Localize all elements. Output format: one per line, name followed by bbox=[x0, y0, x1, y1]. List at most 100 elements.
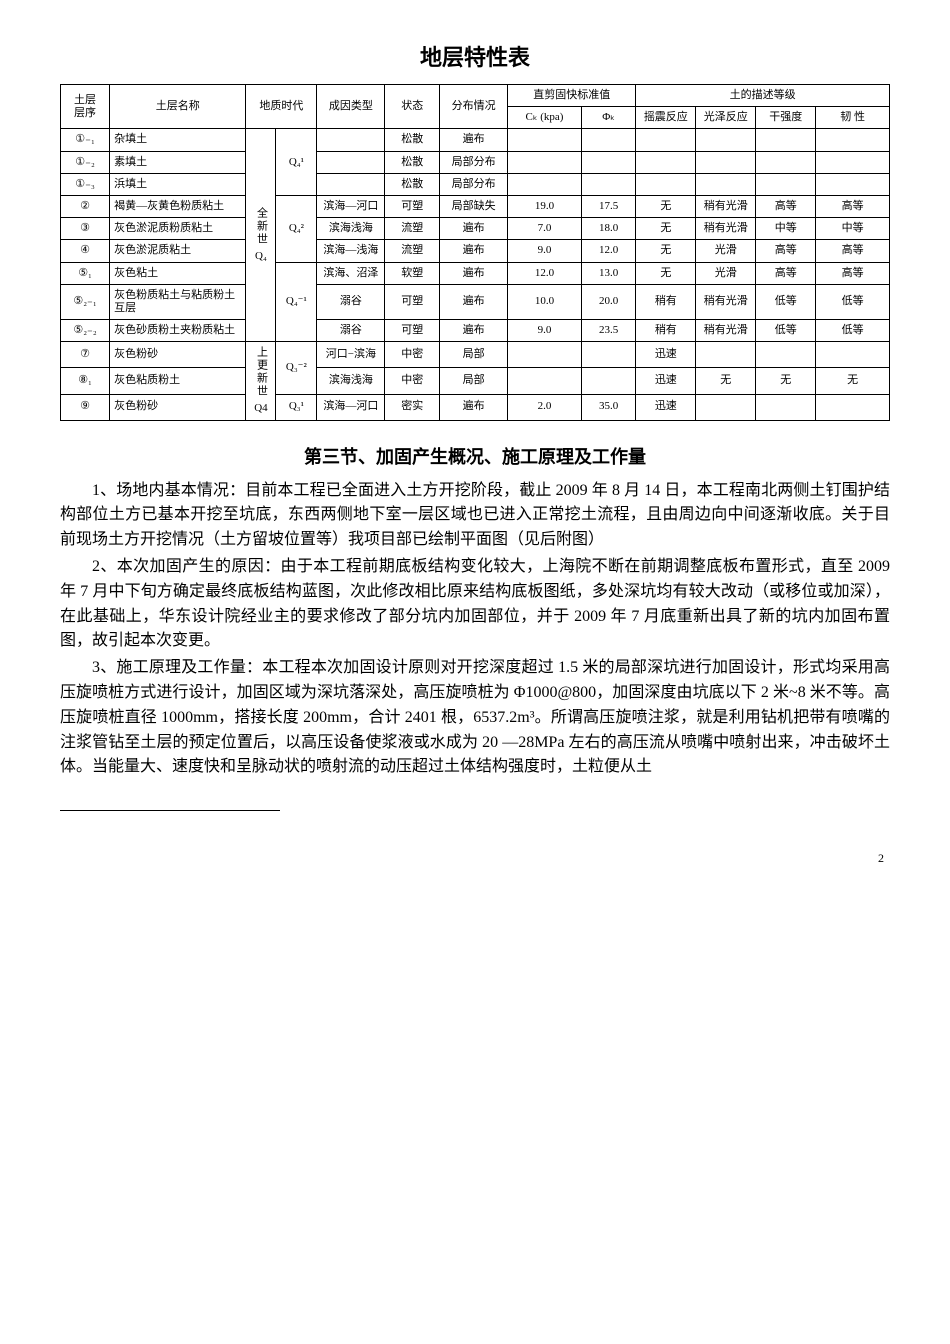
cell-gloss bbox=[696, 394, 756, 420]
cell-dry: 低等 bbox=[756, 284, 816, 319]
cell-dist: 遍布 bbox=[440, 284, 508, 319]
cell-gloss bbox=[696, 342, 756, 368]
cell-gloss: 稍有光滑 bbox=[696, 218, 756, 240]
table-row: ①₋₃浜填土松散局部分布 bbox=[61, 173, 890, 195]
cell-seq: ⑤₂₋₁ bbox=[61, 284, 110, 319]
th-tough: 韧 性 bbox=[816, 107, 890, 129]
cell-dist: 遍布 bbox=[440, 262, 508, 284]
cell-phi bbox=[581, 342, 636, 368]
cell-gloss: 稍有光滑 bbox=[696, 284, 756, 319]
cell-gloss bbox=[696, 173, 756, 195]
th-shake: 摇震反应 bbox=[636, 107, 696, 129]
cell-tough bbox=[816, 394, 890, 420]
cell-seq: ①₋₂ bbox=[61, 151, 110, 173]
cell-name: 褐黄—灰黄色粉质粘土 bbox=[110, 195, 246, 217]
cell-era-sub: Q₃¹ bbox=[276, 394, 317, 420]
cell-gloss: 光滑 bbox=[696, 240, 756, 262]
cell-dry: 高等 bbox=[756, 195, 816, 217]
cell-dist: 局部分布 bbox=[440, 173, 508, 195]
cell-ck: 9.0 bbox=[508, 320, 582, 342]
cell-tough bbox=[816, 342, 890, 368]
cell-state: 中密 bbox=[385, 342, 440, 368]
cell-seq: ①₋₁ bbox=[61, 129, 110, 151]
cell-name: 素填土 bbox=[110, 151, 246, 173]
cell-state: 流塑 bbox=[385, 218, 440, 240]
cell-state: 可塑 bbox=[385, 320, 440, 342]
cell-cause: 滨海—浅海 bbox=[317, 240, 385, 262]
cell-tough: 中等 bbox=[816, 218, 890, 240]
cell-phi bbox=[581, 173, 636, 195]
cell-dry bbox=[756, 173, 816, 195]
cell-gloss: 稍有光滑 bbox=[696, 320, 756, 342]
cell-tough: 高等 bbox=[816, 262, 890, 284]
cell-state: 密实 bbox=[385, 394, 440, 420]
table-row: ②褐黄—灰黄色粉质粘土Q₄²滨海—河口可塑局部缺失19.017.5无稍有光滑高等… bbox=[61, 195, 890, 217]
cell-shake: 无 bbox=[636, 262, 696, 284]
cell-dry: 高等 bbox=[756, 240, 816, 262]
table-row: ⑧₁灰色粘质粉土滨海浅海中密局部迅速无无无 bbox=[61, 368, 890, 394]
cell-state: 软塑 bbox=[385, 262, 440, 284]
th-gloss: 光泽反应 bbox=[696, 107, 756, 129]
cell-era-sub: Q₄¹ bbox=[276, 129, 317, 196]
cell-shake: 迅速 bbox=[636, 394, 696, 420]
cell-phi: 17.5 bbox=[581, 195, 636, 217]
cell-name: 灰色砂质粉土夹粉质粘土 bbox=[110, 320, 246, 342]
th-cause: 成因类型 bbox=[317, 85, 385, 129]
cell-ck: 10.0 bbox=[508, 284, 582, 319]
cell-seq: ⑨ bbox=[61, 394, 110, 420]
cell-dry bbox=[756, 151, 816, 173]
stratum-table: 土层层序 土层名称 地质时代 成因类型 状态 分布情况 直剪固快标准值 土的描述… bbox=[60, 84, 890, 421]
cell-cause bbox=[317, 173, 385, 195]
cell-era-group-2: 上更新世Q4 bbox=[246, 342, 276, 420]
cell-name: 灰色粉质粘土与粘质粉土互层 bbox=[110, 284, 246, 319]
table-row: ④灰色淤泥质粘土滨海—浅海流塑遍布9.012.0无光滑高等高等 bbox=[61, 240, 890, 262]
cell-ck: 7.0 bbox=[508, 218, 582, 240]
cell-name: 灰色粘土 bbox=[110, 262, 246, 284]
cell-ck bbox=[508, 151, 582, 173]
cell-phi: 35.0 bbox=[581, 394, 636, 420]
cell-name: 灰色粉砂 bbox=[110, 394, 246, 420]
cell-shake: 无 bbox=[636, 218, 696, 240]
cell-phi: 13.0 bbox=[581, 262, 636, 284]
cell-seq: ①₋₃ bbox=[61, 173, 110, 195]
cell-ck: 19.0 bbox=[508, 195, 582, 217]
cell-cause: 滨海、沼泽 bbox=[317, 262, 385, 284]
cell-cause: 河口−滨海 bbox=[317, 342, 385, 368]
cell-dist: 局部分布 bbox=[440, 151, 508, 173]
cell-tough: 低等 bbox=[816, 284, 890, 319]
table-row: ⑦灰色粉砂上更新世Q4Q₃⁻²河口−滨海中密局部迅速 bbox=[61, 342, 890, 368]
cell-dist: 遍布 bbox=[440, 240, 508, 262]
cell-phi: 20.0 bbox=[581, 284, 636, 319]
cell-gloss: 无 bbox=[696, 368, 756, 394]
cell-cause: 滨海浅海 bbox=[317, 368, 385, 394]
cell-shake: 无 bbox=[636, 240, 696, 262]
cell-phi: 23.5 bbox=[581, 320, 636, 342]
th-desc: 土的描述等级 bbox=[636, 85, 890, 107]
cell-state: 流塑 bbox=[385, 240, 440, 262]
section-title: 第三节、加固产生概况、施工原理及工作量 bbox=[60, 443, 890, 469]
cell-cause bbox=[317, 151, 385, 173]
cell-era-sub: Q₃⁻² bbox=[276, 342, 317, 394]
cell-phi: 18.0 bbox=[581, 218, 636, 240]
cell-name: 灰色淤泥质粉质粘土 bbox=[110, 218, 246, 240]
cell-name: 灰色粘质粉土 bbox=[110, 368, 246, 394]
cell-state: 可塑 bbox=[385, 284, 440, 319]
cell-seq: ③ bbox=[61, 218, 110, 240]
cell-dry: 低等 bbox=[756, 320, 816, 342]
cell-seq: ⑤₂₋₂ bbox=[61, 320, 110, 342]
cell-seq: ④ bbox=[61, 240, 110, 262]
cell-cause: 滨海—河口 bbox=[317, 394, 385, 420]
th-shear: 直剪固快标准值 bbox=[508, 85, 636, 107]
cell-state: 松散 bbox=[385, 151, 440, 173]
th-seq: 土层层序 bbox=[61, 85, 110, 129]
cell-name: 浜填土 bbox=[110, 173, 246, 195]
cell-dist: 局部 bbox=[440, 342, 508, 368]
table-row: ⑤₂₋₂灰色砂质粉土夹粉质粘土溺谷可塑遍布9.023.5稍有稍有光滑低等低等 bbox=[61, 320, 890, 342]
cell-name: 灰色粉砂 bbox=[110, 342, 246, 368]
cell-shake bbox=[636, 129, 696, 151]
cell-dry bbox=[756, 342, 816, 368]
cell-cause: 溺谷 bbox=[317, 284, 385, 319]
th-ck: Cₖ (kpa) bbox=[508, 107, 582, 129]
cell-dist: 遍布 bbox=[440, 394, 508, 420]
cell-name: 灰色淤泥质粘土 bbox=[110, 240, 246, 262]
